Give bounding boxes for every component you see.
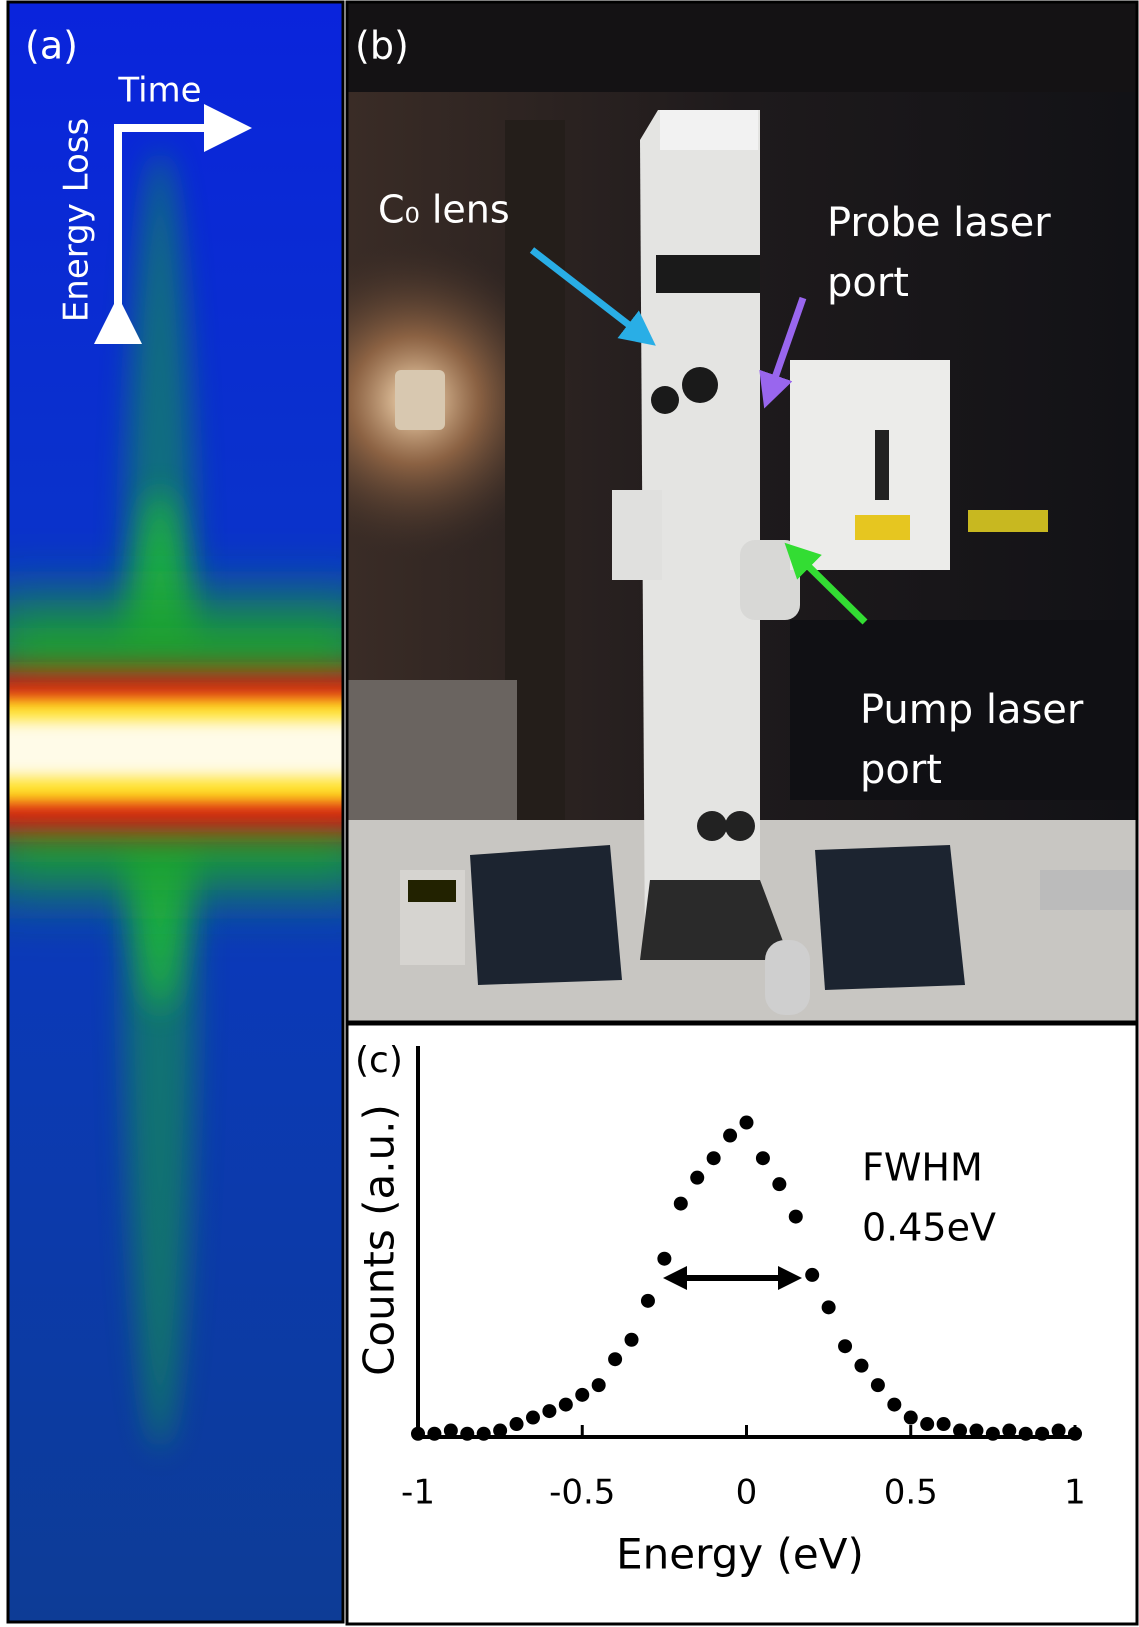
data-point <box>493 1424 507 1438</box>
data-point <box>674 1197 688 1211</box>
data-point <box>986 1427 1000 1441</box>
data-point <box>608 1352 622 1366</box>
data-point <box>542 1404 556 1418</box>
data-point <box>871 1378 885 1392</box>
panel-label: (b) <box>355 24 409 68</box>
x-tick-label: 1 <box>1064 1473 1086 1513</box>
data-point <box>969 1424 983 1438</box>
panel-label: (c) <box>355 1040 403 1081</box>
data-point <box>411 1427 425 1441</box>
data-point <box>772 1177 786 1191</box>
data-point <box>707 1151 721 1165</box>
fwhm-chart: (c) Energy (eV) Counts (a.u.) FWHM 0.45e… <box>355 1040 1086 1579</box>
data-point <box>477 1427 491 1441</box>
data-point <box>460 1427 474 1441</box>
data-point <box>1052 1424 1066 1438</box>
data-point <box>657 1252 671 1266</box>
data-point <box>953 1424 967 1438</box>
annotation: FWHM <box>862 1146 983 1190</box>
data-point <box>690 1171 704 1185</box>
pump-label: Pump laser <box>860 687 1084 733</box>
pump-label: port <box>860 747 942 793</box>
data-point <box>937 1417 951 1431</box>
panel-label: (a) <box>25 24 78 68</box>
data-point <box>1068 1427 1082 1441</box>
data-point <box>904 1411 918 1425</box>
probe-label: Probe laser <box>827 200 1051 246</box>
energy-loss-label: Energy Loss <box>57 118 97 322</box>
x-axis-title: Energy (eV) <box>616 1530 864 1579</box>
microscope-photo <box>255 2 1139 1030</box>
x-tick-label: 0.5 <box>884 1473 938 1513</box>
x-tick-label: 0 <box>736 1473 758 1513</box>
data-point <box>444 1424 458 1438</box>
data-point <box>920 1417 934 1431</box>
data-point <box>789 1210 803 1224</box>
data-point <box>740 1116 754 1130</box>
data-point <box>805 1268 819 1282</box>
y-axis-title: Counts (a.u.) <box>355 1104 404 1376</box>
data-point <box>723 1129 737 1143</box>
data-point <box>592 1378 606 1392</box>
data-point <box>625 1333 639 1347</box>
data-point <box>641 1294 655 1308</box>
c0-label: C₀ lens <box>378 188 510 232</box>
data-point <box>427 1427 441 1441</box>
data-point <box>526 1411 540 1425</box>
data-point <box>510 1417 524 1431</box>
x-tick-label: -1 <box>401 1473 435 1513</box>
data-point <box>559 1398 573 1412</box>
data-point <box>838 1339 852 1353</box>
annotation: 0.45eV <box>862 1206 996 1250</box>
data-point <box>1002 1424 1016 1438</box>
time-label: Time <box>117 71 201 111</box>
data-point <box>1019 1427 1033 1441</box>
data-point <box>575 1388 589 1402</box>
data-point <box>822 1300 836 1314</box>
data-point <box>756 1151 770 1165</box>
page: (a) Time Energy Loss (b) C₀ lens <box>0 0 1139 1627</box>
data-point <box>854 1359 868 1373</box>
data-point <box>887 1398 901 1412</box>
data-point <box>1035 1427 1049 1441</box>
probe-label: port <box>827 260 909 306</box>
x-tick-label: -0.5 <box>549 1473 615 1513</box>
figure: (a) Time Energy Loss (b) C₀ lens <box>0 0 1139 1627</box>
